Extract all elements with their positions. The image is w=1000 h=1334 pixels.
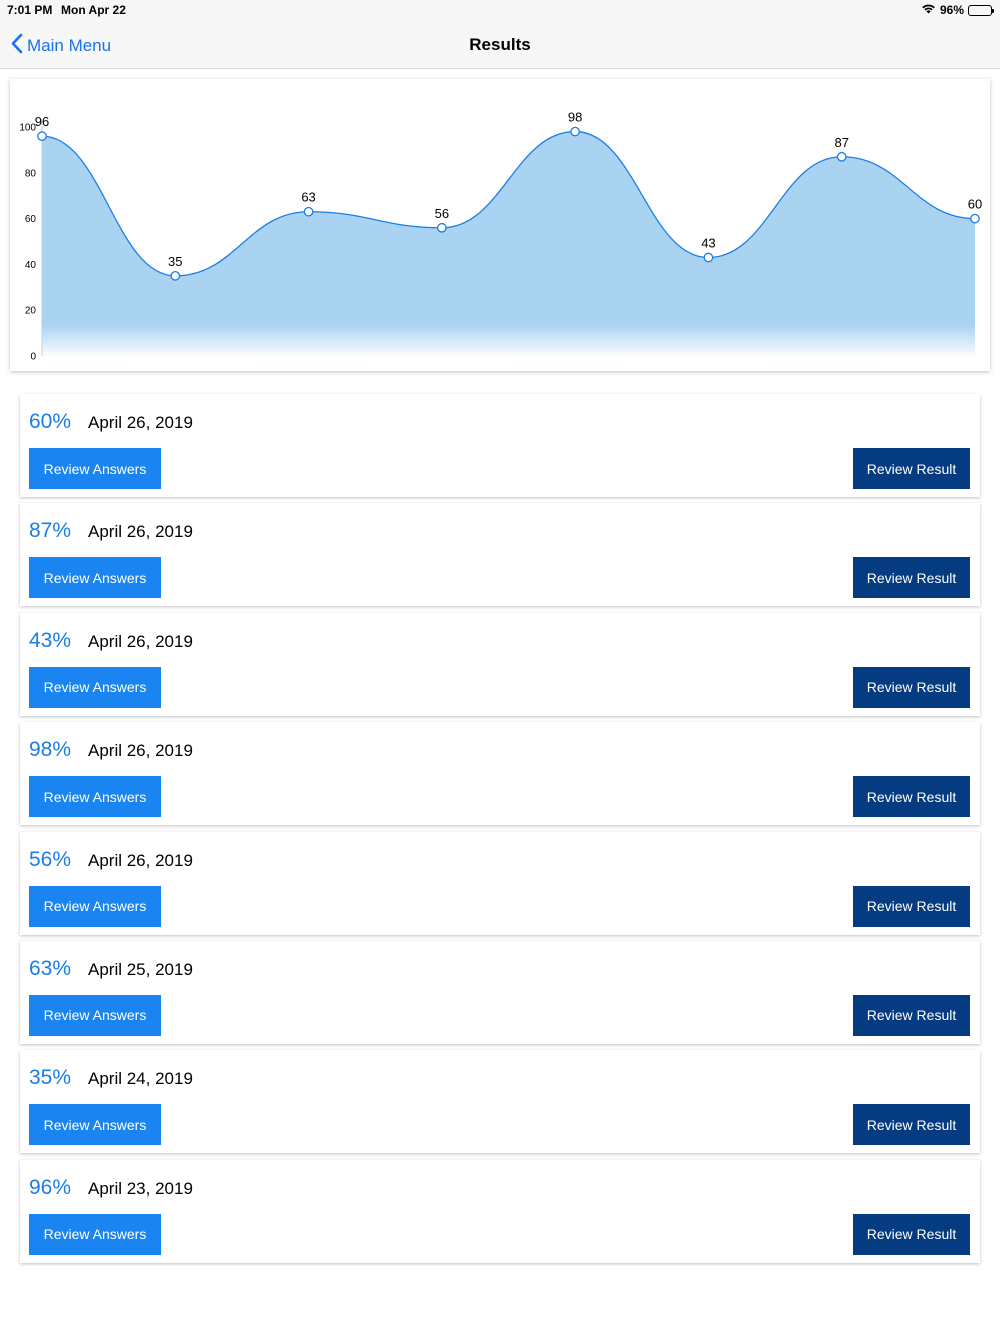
result-card: 43% April 26, 2019 Review Answers Review Re… [20, 612, 980, 716]
result-card: 96% April 23, 2019 Review Answers Review Re… [20, 1159, 980, 1263]
review-result-button[interactable]: Review Result [853, 885, 970, 927]
back-button[interactable]: Main Menu [10, 33, 111, 59]
review-answers-button[interactable]: Review Answers [29, 994, 161, 1036]
page-title: Results [469, 35, 531, 54]
data-label: 98 [568, 110, 582, 125]
status-bar: 7:01 PM Mon Apr 22 96% [0, 0, 1000, 22]
data-point [303, 206, 314, 217]
review-answers-button[interactable]: Review Answers [29, 557, 161, 599]
y-tick-label: 100 [19, 123, 36, 134]
review-answers-button[interactable]: Review Answers [29, 666, 161, 708]
data-point [37, 131, 47, 142]
data-point [170, 271, 181, 281]
result-score: 87% [29, 519, 72, 543]
result-date: April 25, 2019 [88, 959, 193, 979]
result-card: 98% April 26, 2019 Review Answers Review Re… [20, 722, 980, 826]
review-result-button[interactable]: Review Result [853, 776, 970, 818]
result-date: April 23, 2019 [88, 1178, 193, 1198]
wifi-icon [921, 3, 936, 17]
result-score: 96% [29, 1175, 72, 1199]
result-score: 63% [29, 956, 72, 980]
data-label: 56 [435, 206, 449, 221]
review-result-button[interactable]: Review Result [853, 994, 970, 1036]
y-tick-label: 60 [25, 214, 37, 225]
battery-percent: 96% [939, 3, 964, 17]
result-score: 35% [29, 1066, 72, 1090]
data-label: 96 [35, 114, 49, 129]
result-date: April 26, 2019 [88, 741, 193, 761]
result-card: 63% April 25, 2019 Review Answers Review Re… [20, 940, 980, 1044]
battery-icon [968, 4, 994, 16]
data-point [970, 213, 980, 224]
data-point [703, 252, 714, 263]
result-score: 56% [29, 847, 72, 871]
result-card: 35% April 24, 2019 Review Answers Review Re… [20, 1050, 980, 1154]
result-date: April 24, 2019 [88, 1069, 193, 1089]
navigation-bar: Main Menu Results [0, 22, 1000, 69]
chevron-left-icon [10, 33, 23, 59]
results-chart: 0 20 40 60 80 100 96 35 63 56 98 43 87 60 [10, 79, 990, 371]
status-date: Mon Apr 22 [61, 3, 126, 17]
data-point [570, 126, 580, 137]
data-label: 63 [301, 190, 315, 205]
back-button-label: Main Menu [27, 36, 112, 55]
result-card: 87% April 26, 2019 Review Answers Review Re… [20, 503, 980, 607]
review-answers-button[interactable]: Review Answers [29, 1213, 161, 1255]
y-tick-label: 0 [30, 352, 36, 363]
result-card: 56% April 26, 2019 Review Answers Review Re… [20, 831, 980, 935]
y-tick-label: 20 [25, 306, 37, 317]
review-result-button[interactable]: Review Result [853, 1104, 970, 1146]
review-answers-button[interactable]: Review Answers [29, 448, 161, 489]
result-score: 98% [29, 738, 72, 762]
review-result-button[interactable]: Review Result [853, 557, 970, 599]
review-answers-button[interactable]: Review Answers [29, 885, 161, 927]
review-answers-button[interactable]: Review Answers [29, 1104, 161, 1146]
review-result-button[interactable]: Review Result [853, 448, 970, 489]
data-point [836, 151, 847, 162]
status-time: 7:01 PM [7, 3, 53, 17]
result-date: April 26, 2019 [88, 850, 193, 870]
data-label: 60 [968, 197, 982, 212]
result-date: April 26, 2019 [88, 631, 193, 651]
result-score: 43% [29, 628, 72, 652]
data-label: 43 [701, 236, 715, 251]
y-tick-label: 80 [25, 168, 37, 179]
results-list: 60% April 26, 2019 Review Answers Review Re… [20, 394, 980, 1269]
data-label: 35 [168, 254, 182, 269]
result-date: April 26, 2019 [88, 413, 193, 432]
status-indicators: 96% [921, 3, 994, 17]
review-result-button[interactable]: Review Result [853, 666, 970, 708]
y-tick-label: 40 [25, 260, 37, 271]
review-result-button[interactable]: Review Result [853, 1213, 970, 1255]
chart-area-fill [42, 131, 975, 356]
result-date: April 26, 2019 [88, 522, 193, 542]
review-answers-button[interactable]: Review Answers [29, 776, 161, 818]
result-card: 60% April 26, 2019 Review Answers Review Re… [20, 394, 980, 497]
data-point [437, 222, 447, 233]
data-label: 87 [834, 135, 848, 150]
result-score: 60% [29, 410, 72, 433]
